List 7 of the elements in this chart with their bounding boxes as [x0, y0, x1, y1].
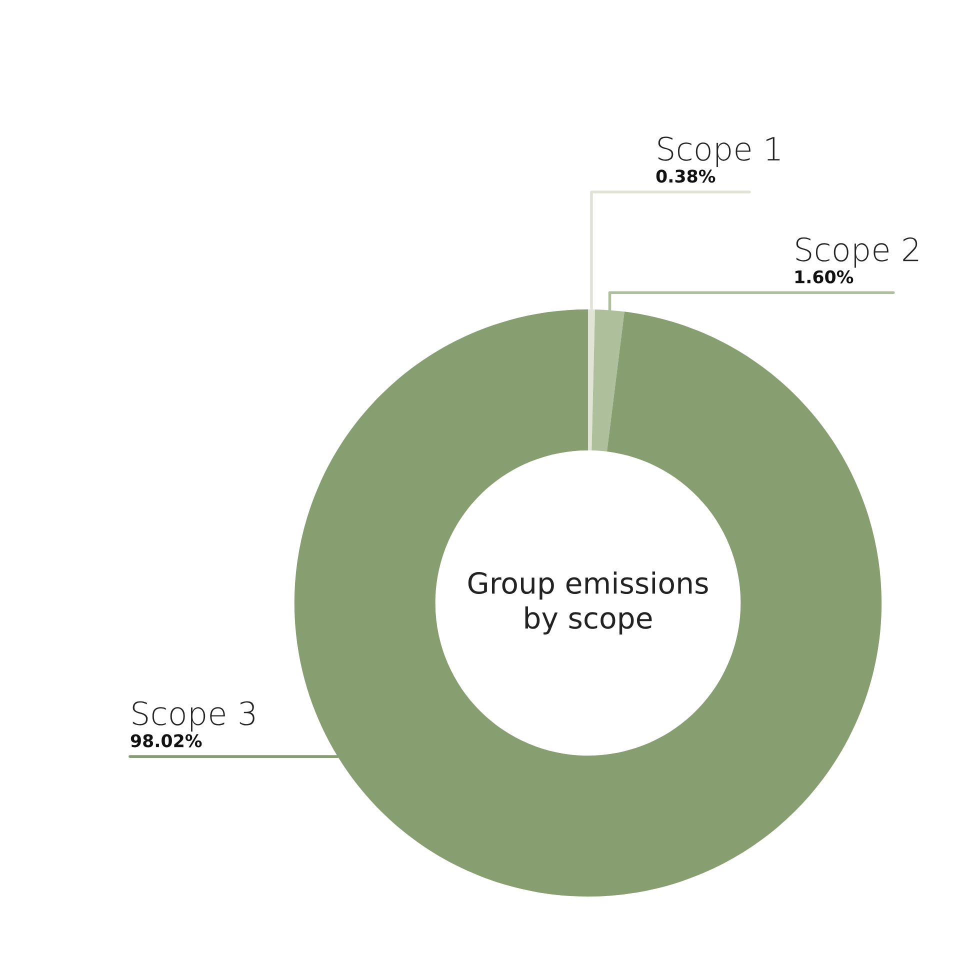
slice-label: Scope 2 [796, 237, 918, 268]
data-label: 1.60% [795, 270, 854, 284]
data-label: 0.38% [656, 170, 716, 183]
data-label: 98.02% [130, 734, 202, 748]
text: Group emissions by scope [468, 571, 708, 635]
slice-label: Scope 3 [132, 701, 254, 732]
slice-label: Scope 1 [658, 136, 780, 168]
